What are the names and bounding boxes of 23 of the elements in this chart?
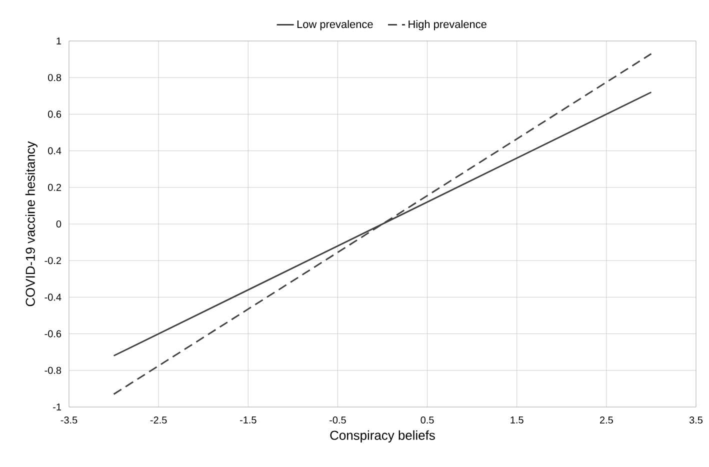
legend-label: Low prevalence [297, 20, 373, 30]
x-tick-label: -0.5 [330, 416, 346, 424]
y-tick-label: -0.8 [44, 366, 62, 374]
legend-label: High prevalence [408, 20, 486, 30]
y-tick-label: -0.6 [44, 330, 62, 338]
y-axis-title: COVID-19 vaccine hesitancy [25, 141, 38, 306]
y-tick-label: 0 [56, 220, 62, 228]
x-tick-label: -3.5 [60, 416, 78, 424]
y-tick-label: 0.2 [48, 184, 61, 191]
y-tick-label: -0.4 [44, 294, 62, 301]
x-tick-label: 1.5 [510, 416, 524, 424]
y-tick-label: 1 [56, 38, 62, 44]
x-tick-label: -2.5 [150, 416, 167, 424]
y-tick-label: -1 [53, 404, 62, 410]
x-tick-label: 2.5 [600, 416, 613, 424]
x-tick-label: 0.5 [420, 416, 434, 424]
y-tick-label: -0.2 [44, 257, 61, 264]
x-axis-title: Conspiracy beliefs [330, 430, 435, 442]
x-tick-label: 3.5 [689, 416, 703, 424]
y-tick-label: 0.8 [48, 74, 62, 82]
y-tick-label: 0.6 [48, 110, 62, 118]
x-tick-label: -1.5 [240, 416, 256, 424]
y-tick-label: 0.4 [48, 147, 62, 154]
